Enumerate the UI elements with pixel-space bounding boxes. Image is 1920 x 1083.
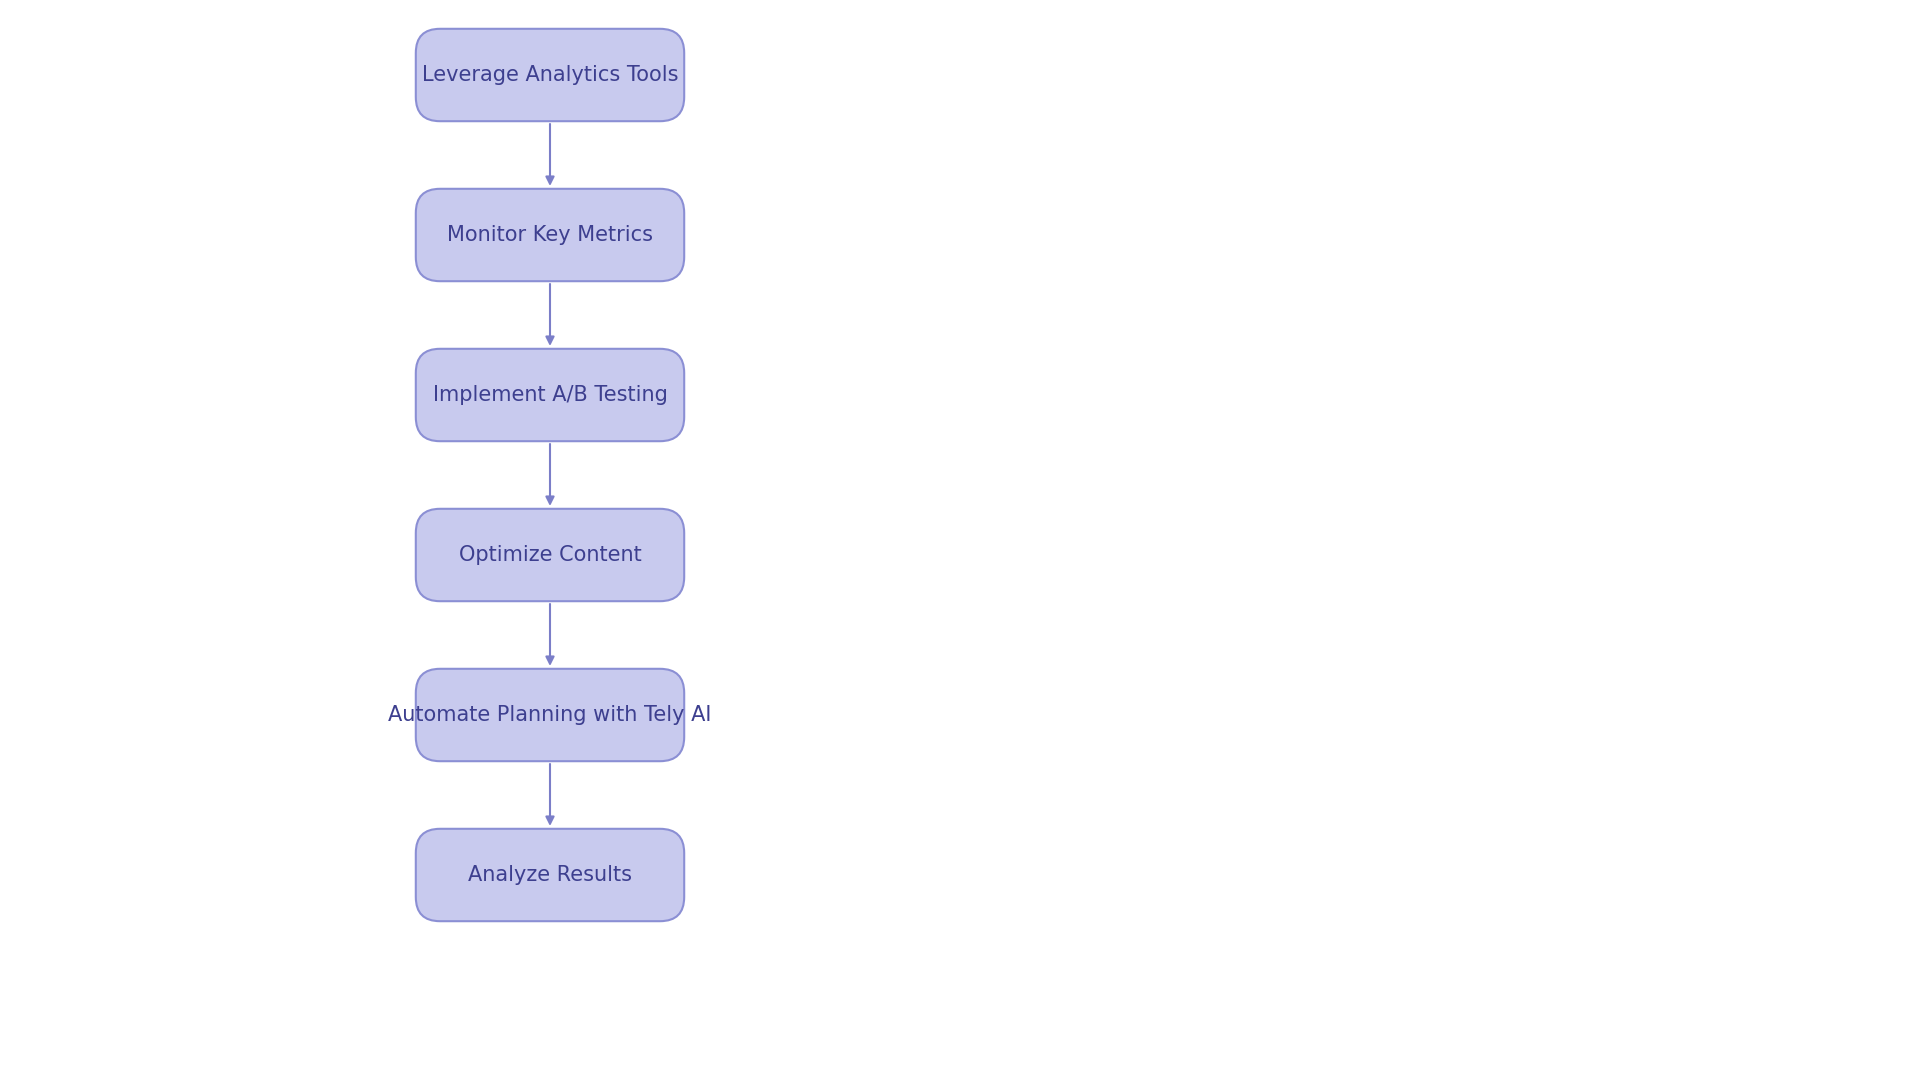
FancyBboxPatch shape bbox=[417, 188, 684, 282]
FancyBboxPatch shape bbox=[417, 349, 684, 441]
FancyBboxPatch shape bbox=[417, 669, 684, 761]
FancyBboxPatch shape bbox=[417, 509, 684, 601]
Text: Analyze Results: Analyze Results bbox=[468, 865, 632, 885]
FancyBboxPatch shape bbox=[417, 828, 684, 922]
Text: Automate Planning with Tely AI: Automate Planning with Tely AI bbox=[388, 705, 712, 725]
Text: Optimize Content: Optimize Content bbox=[459, 545, 641, 565]
Text: Monitor Key Metrics: Monitor Key Metrics bbox=[447, 225, 653, 245]
Text: Implement A/B Testing: Implement A/B Testing bbox=[432, 384, 668, 405]
FancyBboxPatch shape bbox=[417, 29, 684, 121]
Text: Leverage Analytics Tools: Leverage Analytics Tools bbox=[422, 65, 678, 84]
